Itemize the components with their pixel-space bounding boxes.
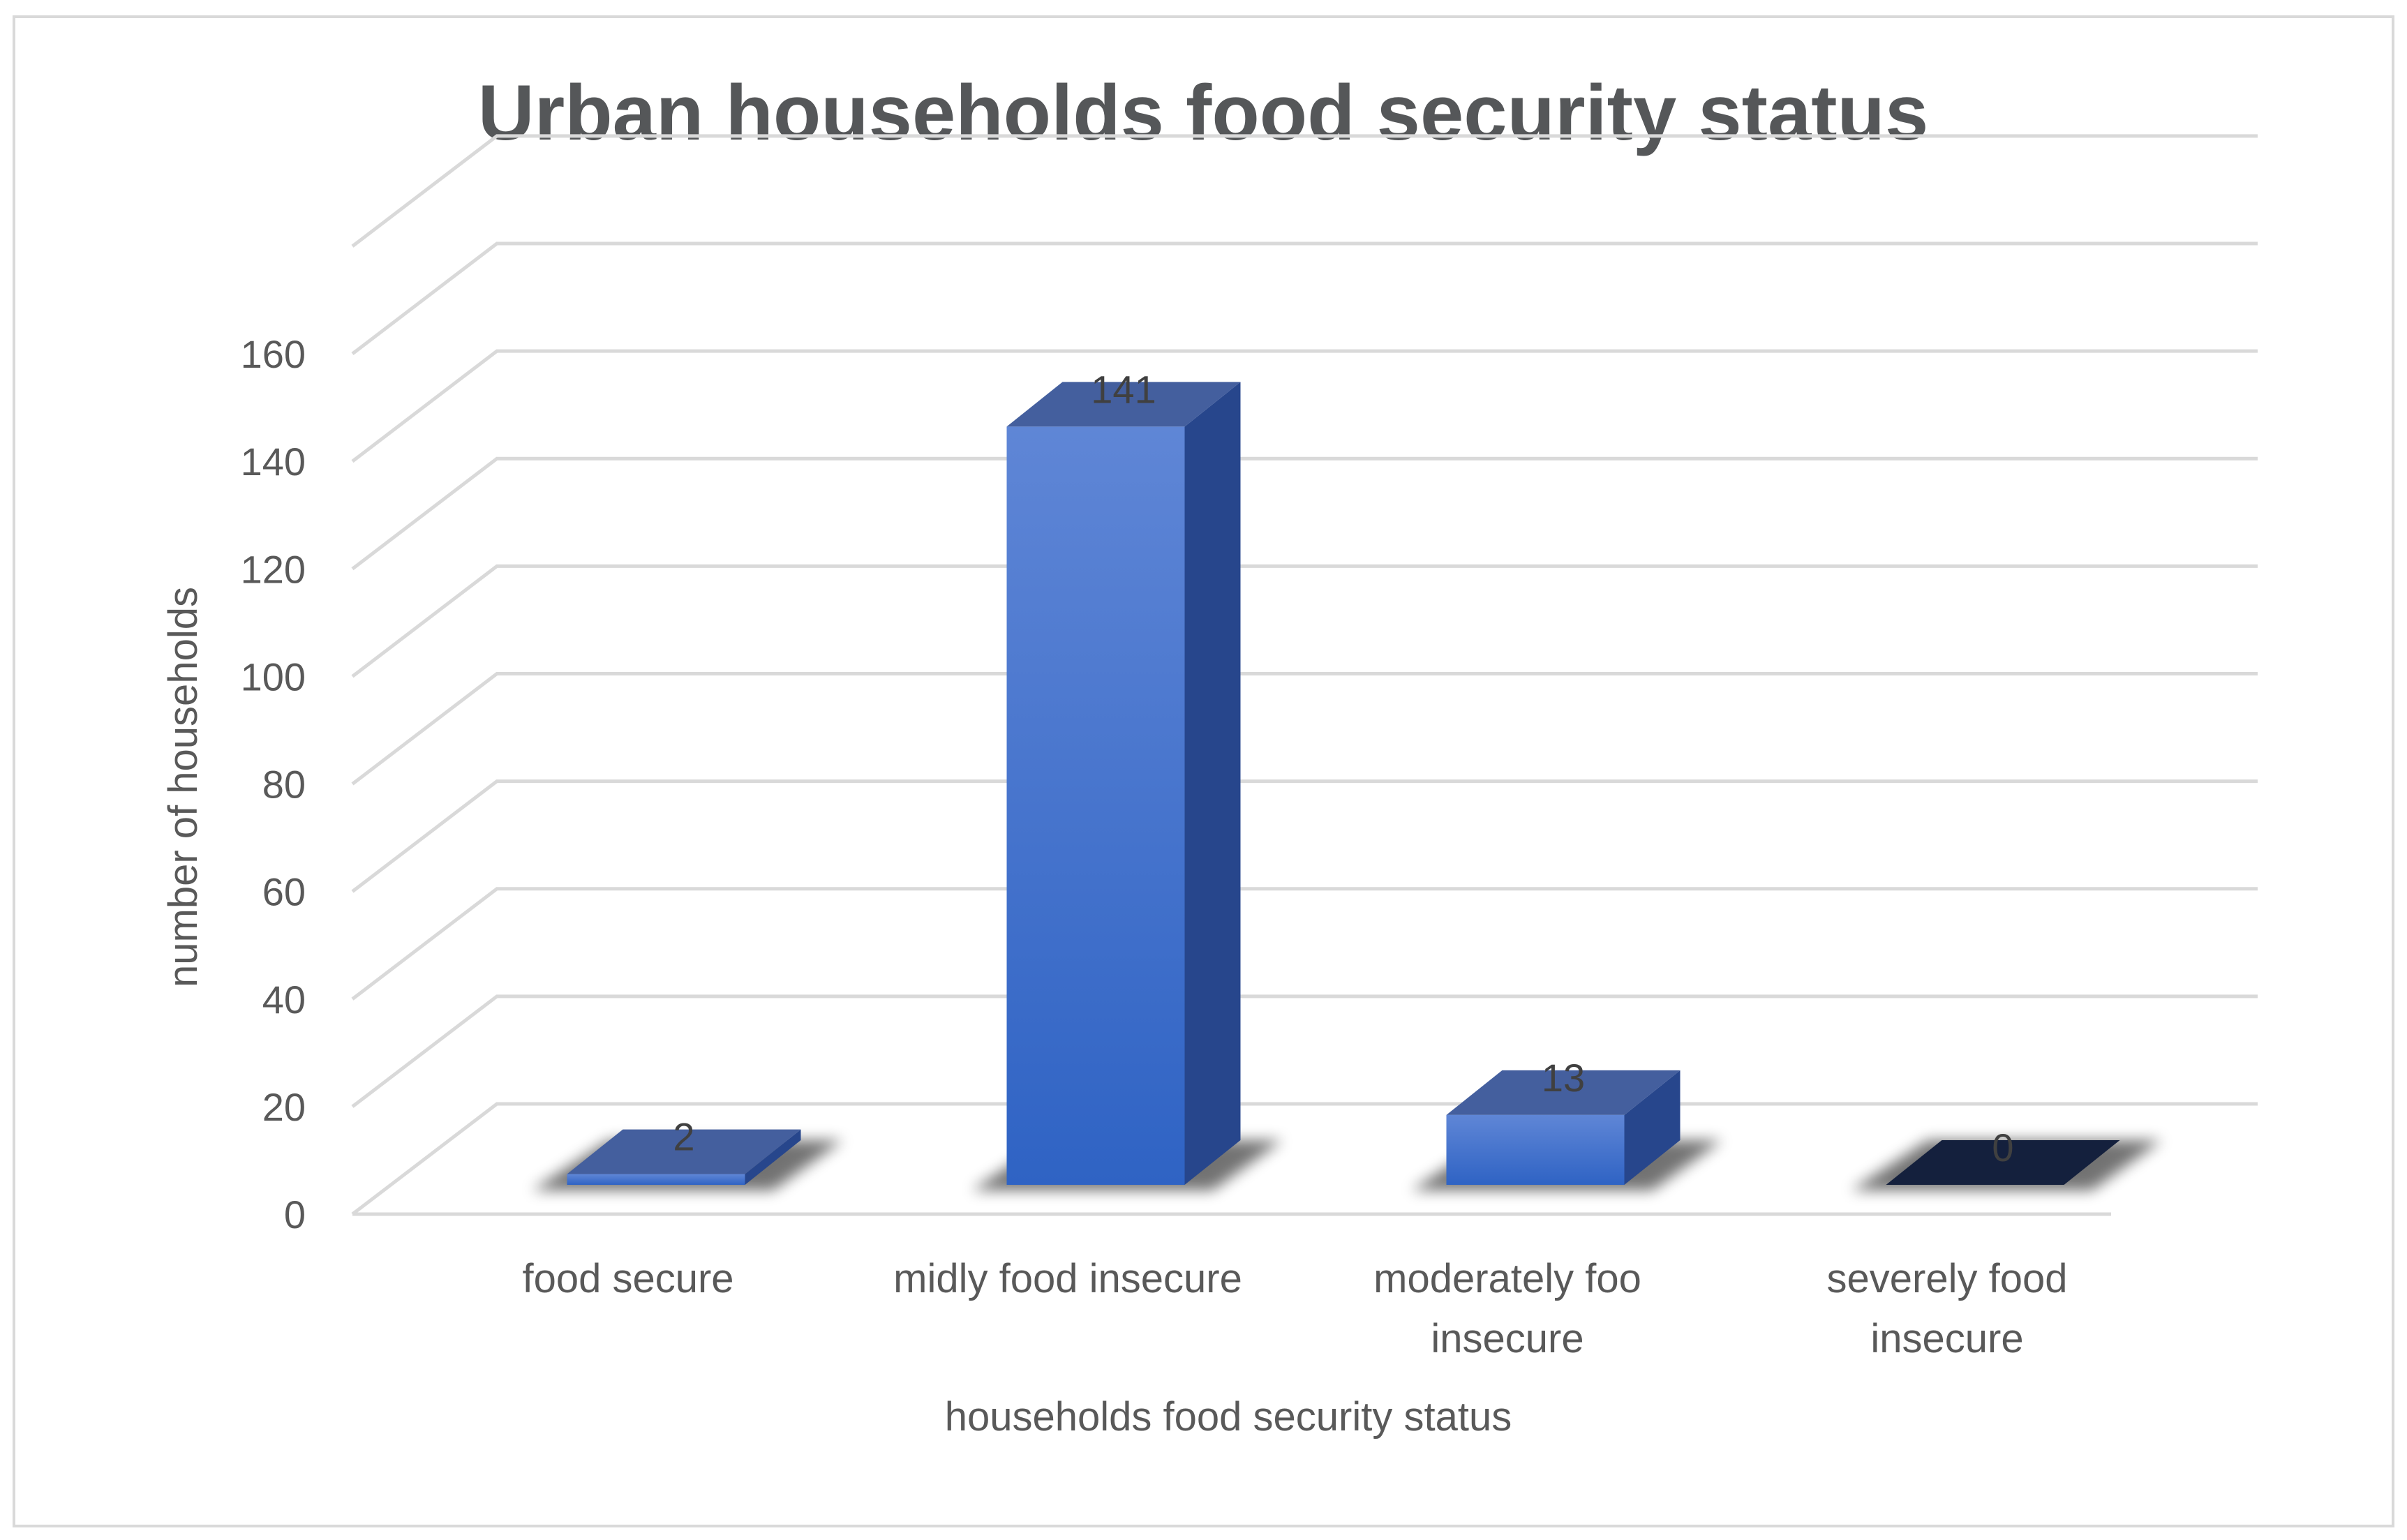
chart-title: Urban households food security status <box>478 69 1929 156</box>
bar-top <box>1006 382 1241 427</box>
bar-side <box>745 1129 801 1185</box>
bar-side <box>1624 1070 1681 1185</box>
x-axis-categories: food secure midly food insecure moderately… <box>522 1256 2067 1361</box>
y-tick-label: 20 <box>262 1085 306 1129</box>
x-tick-label: moderately foo insecure <box>1373 1256 1641 1361</box>
gridline <box>351 134 2258 248</box>
gridline <box>351 779 2258 893</box>
y-tick-label: 100 <box>241 655 306 698</box>
gridline <box>351 456 2258 571</box>
data-label: 2 <box>673 1115 694 1159</box>
y-tick-label: 160 <box>241 332 306 376</box>
y-tick-label: 60 <box>262 870 306 914</box>
y-axis-title: number of households <box>161 587 206 987</box>
y-tick-label: 120 <box>241 547 306 591</box>
y-tick-label: 0 <box>284 1193 306 1236</box>
gridline <box>351 241 2258 355</box>
gridline <box>351 887 2258 1001</box>
bar-top <box>567 1129 801 1174</box>
bar-side <box>1184 382 1241 1186</box>
x-tick-label: midly food insecure <box>893 1256 1242 1301</box>
bar <box>567 1174 745 1185</box>
data-label: 0 <box>1992 1126 2013 1169</box>
data-label: 141 <box>1091 367 1156 411</box>
y-tick-label: 40 <box>262 978 306 1022</box>
x-axis-title: households food security status <box>945 1394 1512 1440</box>
gridline <box>351 672 2258 786</box>
gridline <box>351 349 2258 463</box>
bar <box>1006 426 1185 1186</box>
gridline <box>351 564 2258 678</box>
y-axis-ticks: 0 20 40 60 80 100 120 140 160 <box>241 332 306 1236</box>
x-tick-label: food secure <box>522 1256 733 1301</box>
y-tick-label: 80 <box>262 763 306 807</box>
bar <box>1446 1114 1625 1185</box>
bar-top <box>1886 1140 2120 1185</box>
y-tick-label: 140 <box>241 440 306 484</box>
x-tick-label: severely food insecure <box>1827 1256 2068 1361</box>
data-label: 13 <box>1542 1056 1585 1100</box>
bar-top <box>1446 1070 1681 1115</box>
gridline <box>351 994 2258 1108</box>
data-labels: 2 141 13 0 <box>673 367 2013 1169</box>
bars <box>532 382 2162 1190</box>
